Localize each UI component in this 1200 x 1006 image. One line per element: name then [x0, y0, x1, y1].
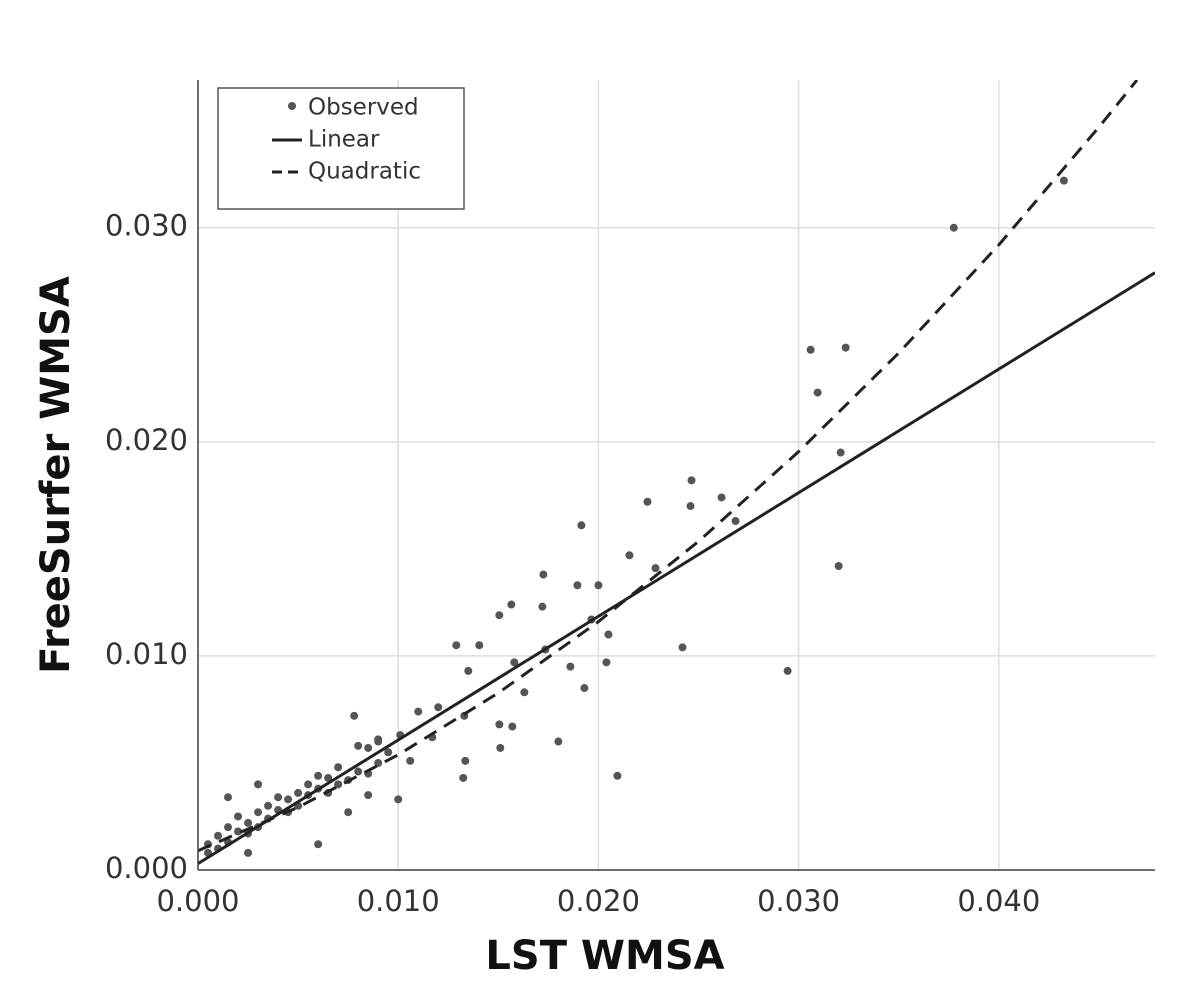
- point: [602, 658, 611, 667]
- point: [813, 388, 822, 397]
- point: [496, 743, 505, 752]
- point: [364, 743, 373, 752]
- ticks: 0.000 0.010 0.020 0.030 0.040 0.000 0.010 0.020…: [105, 209, 1040, 918]
- point: [461, 756, 470, 765]
- legend-label: Observed: [308, 95, 419, 121]
- y-tick-label: 0.000: [105, 851, 188, 885]
- point: [304, 780, 313, 789]
- point: [314, 840, 323, 849]
- point: [717, 493, 726, 502]
- point: [686, 502, 695, 511]
- point: [350, 711, 359, 720]
- point: [234, 827, 243, 836]
- point: [495, 611, 504, 620]
- point: [354, 741, 363, 750]
- point: [577, 521, 586, 530]
- x-tick-label: 0.040: [957, 884, 1040, 918]
- point: [264, 801, 273, 810]
- legend-label: Quadratic: [308, 159, 421, 185]
- x-tick-label: 0.030: [757, 884, 840, 918]
- point: [566, 662, 575, 671]
- point: [806, 345, 815, 354]
- legend: Observed Linear Quadratic: [217, 87, 465, 210]
- legend-label: Linear: [308, 127, 380, 153]
- point: [573, 581, 582, 590]
- point: [731, 517, 740, 526]
- point: [520, 688, 529, 697]
- point: [613, 771, 622, 780]
- point: [234, 812, 243, 821]
- point: [539, 570, 548, 579]
- point: [414, 707, 423, 716]
- point: [244, 848, 253, 857]
- point: [452, 641, 461, 650]
- point: [354, 767, 363, 776]
- point: [510, 658, 519, 667]
- point: [224, 793, 233, 802]
- point: [834, 561, 843, 570]
- y-tick-label: 0.020: [105, 423, 188, 457]
- point: [406, 756, 415, 765]
- y-tick-label: 0.010: [105, 637, 188, 671]
- point: [384, 748, 393, 757]
- point: [224, 823, 233, 832]
- point: [783, 666, 792, 675]
- point: [594, 581, 603, 590]
- point: [374, 735, 383, 744]
- point: [254, 808, 263, 817]
- point: [314, 771, 323, 780]
- point: [508, 722, 517, 731]
- point: [836, 448, 845, 457]
- point: [651, 564, 660, 573]
- point: [459, 773, 468, 782]
- fit-line: [198, 80, 1139, 853]
- point: [580, 684, 589, 693]
- point: [244, 818, 253, 827]
- point: [394, 795, 403, 804]
- point: [214, 831, 223, 840]
- x-tick-label: 0.010: [357, 884, 440, 918]
- point: [538, 602, 547, 611]
- point: [334, 780, 343, 789]
- point: [643, 497, 652, 506]
- legend-symbol: [288, 102, 296, 110]
- x-axis-title: LST WMSA: [485, 933, 724, 979]
- point: [284, 795, 293, 804]
- point: [344, 808, 353, 817]
- point: [324, 773, 333, 782]
- point: [434, 703, 443, 712]
- point: [678, 643, 687, 652]
- point: [841, 343, 850, 352]
- y-axis-title: FreeSurfer WMSA: [33, 276, 79, 674]
- point: [464, 666, 473, 675]
- point: [625, 551, 634, 560]
- point: [364, 791, 373, 800]
- point: [949, 223, 958, 232]
- legend-box: [217, 87, 465, 210]
- fit-line: [198, 271, 1155, 865]
- point: [687, 476, 696, 485]
- point: [475, 641, 484, 650]
- point: [554, 737, 563, 746]
- point: [1059, 176, 1068, 185]
- point: [274, 793, 283, 802]
- point: [604, 630, 613, 639]
- point: [254, 780, 263, 789]
- plot-area: [198, 80, 1155, 865]
- point: [294, 788, 303, 797]
- y-tick-label: 0.030: [105, 209, 188, 243]
- point: [334, 763, 343, 772]
- x-tick-label: 0.020: [557, 884, 640, 918]
- point: [495, 720, 504, 729]
- point: [507, 600, 516, 609]
- x-tick-label: 0.000: [156, 884, 239, 918]
